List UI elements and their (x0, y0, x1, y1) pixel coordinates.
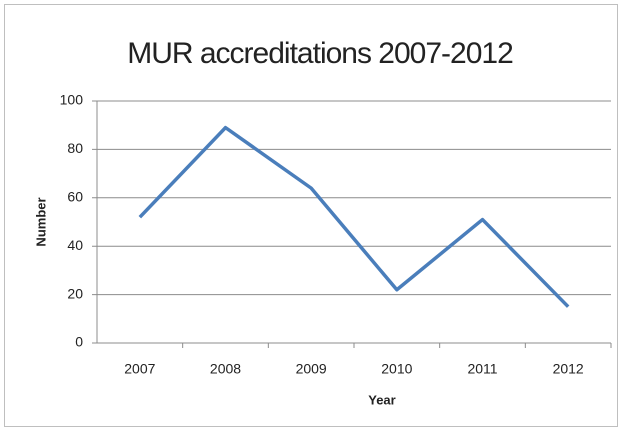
x-tick-label: 2012 (553, 361, 584, 377)
y-tick-label: 20 (67, 285, 83, 301)
x-tick-label: 2011 (467, 361, 497, 377)
x-tick-label: 2010 (381, 361, 412, 377)
y-tick-label: 100 (60, 92, 84, 108)
y-tick-label: 80 (67, 140, 83, 156)
y-axis-label: Number (33, 197, 48, 246)
y-tick-label: 40 (67, 237, 83, 253)
data-line (138, 125, 570, 308)
chart-frame (4, 4, 618, 427)
x-tick-label: 2007 (124, 361, 155, 377)
y-tick-label: 0 (75, 334, 83, 350)
chart-title: MUR accreditations 2007-2012 (127, 37, 513, 70)
x-tick-label: 2008 (210, 361, 241, 377)
y-tick-label: 60 (67, 189, 83, 205)
x-axis-label: Year (368, 392, 395, 407)
x-tick-label: 2009 (296, 361, 327, 377)
